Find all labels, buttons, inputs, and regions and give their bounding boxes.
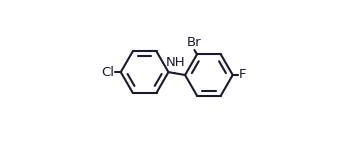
Text: F: F xyxy=(239,69,247,81)
Text: Br: Br xyxy=(187,36,202,49)
Text: NH: NH xyxy=(166,56,185,69)
Text: Cl: Cl xyxy=(101,66,114,79)
